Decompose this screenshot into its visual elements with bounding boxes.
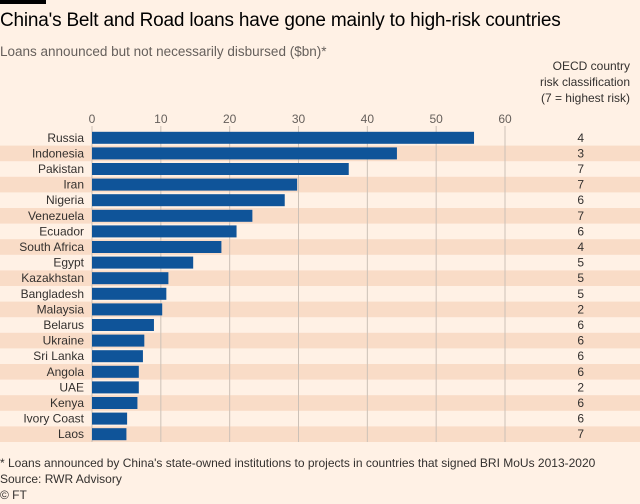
- category-label: Ecuador: [39, 224, 84, 238]
- bar: [92, 287, 167, 300]
- bar: [92, 163, 349, 175]
- bar: [92, 209, 253, 222]
- bar: [92, 147, 397, 160]
- category-label: Laos: [58, 427, 84, 441]
- category-label: Ivory Coast: [23, 412, 84, 426]
- category-label: Belarus: [43, 318, 84, 332]
- bar: [92, 319, 154, 331]
- row-band: [0, 426, 640, 442]
- category-label: Russia: [47, 131, 84, 145]
- risk-value: 4: [577, 131, 584, 145]
- category-label: Indonesia: [32, 146, 84, 160]
- bar: [92, 194, 285, 207]
- bar: [92, 381, 139, 394]
- risk-value: 6: [577, 396, 584, 410]
- row-band: [0, 364, 640, 380]
- category-label: Iran: [63, 178, 84, 192]
- bar: [92, 365, 139, 378]
- bar: [92, 303, 163, 316]
- category-label: South Africa: [19, 240, 84, 254]
- category-label: Pakistan: [38, 162, 84, 176]
- category-label: Nigeria: [46, 193, 84, 207]
- category-label: Egypt: [53, 256, 84, 270]
- category-label: Ukraine: [43, 334, 85, 348]
- footnote: * Loans announced by China's state-owned…: [0, 456, 596, 470]
- risk-value: 6: [577, 193, 584, 207]
- risk-value: 6: [577, 224, 584, 238]
- x-tick-label: 30: [292, 112, 306, 126]
- risk-value: 6: [577, 318, 584, 332]
- bar: [92, 131, 475, 144]
- bar: [92, 428, 127, 441]
- category-label: Malaysia: [37, 302, 85, 316]
- risk-column-header: OECD country risk classification (7 = hi…: [490, 58, 630, 106]
- risk-value: 4: [577, 240, 584, 254]
- bar-chart: 0 10 20 30 40 50 60 Russia 4 Indonesia 3 Pakistan 7 I…: [0, 112, 640, 442]
- x-tick-label: 50: [429, 112, 443, 126]
- risk-value: 3: [577, 146, 584, 160]
- category-label: Kenya: [50, 396, 84, 410]
- bar: [92, 225, 237, 238]
- copyright: © FT: [0, 488, 27, 502]
- risk-value: 7: [577, 427, 584, 441]
- bar: [92, 272, 169, 285]
- bar: [92, 350, 143, 363]
- x-tick-label: 60: [498, 112, 512, 126]
- x-tick-label: 20: [223, 112, 237, 126]
- risk-value: 6: [577, 334, 584, 348]
- risk-header-line: (7 = highest risk): [540, 91, 630, 105]
- bar: [92, 241, 222, 253]
- row-band: [0, 332, 640, 349]
- risk-value: 5: [577, 271, 584, 285]
- category-label: Bangladesh: [21, 287, 84, 301]
- risk-header-line: risk classification: [539, 75, 630, 89]
- row-band: [0, 395, 640, 411]
- risk-value: 6: [577, 365, 584, 379]
- bar: [92, 334, 145, 347]
- bar: [92, 256, 194, 269]
- risk-value: 6: [577, 412, 584, 426]
- category-label: UAE: [59, 380, 84, 394]
- risk-value: 6: [577, 349, 584, 363]
- chart-title: China's Belt and Road loans have gone ma…: [0, 10, 561, 31]
- bar: [92, 178, 298, 191]
- x-tick-label: 0: [89, 112, 96, 126]
- risk-value: 5: [577, 287, 584, 301]
- risk-value: 7: [577, 178, 584, 192]
- chart-subtitle: Loans announced but not necessarily disb…: [0, 44, 327, 59]
- category-label: Sri Lanka: [33, 349, 84, 363]
- risk-value: 5: [577, 256, 584, 270]
- risk-value: 2: [577, 302, 584, 316]
- category-label: Angola: [47, 365, 85, 379]
- risk-value: 2: [577, 380, 584, 394]
- x-tick-label: 10: [154, 112, 168, 126]
- source-note: Source: RWR Advisory: [0, 472, 122, 486]
- bar: [92, 412, 128, 425]
- x-tick-label: 40: [361, 112, 375, 126]
- ft-top-rule: [0, 0, 46, 4]
- bar: [92, 397, 138, 409]
- risk-value: 7: [577, 209, 584, 223]
- category-label: Venezuela: [28, 209, 84, 223]
- risk-value: 7: [577, 162, 584, 176]
- risk-header-line: OECD country: [552, 59, 630, 73]
- category-label: Kazakhstan: [21, 271, 84, 285]
